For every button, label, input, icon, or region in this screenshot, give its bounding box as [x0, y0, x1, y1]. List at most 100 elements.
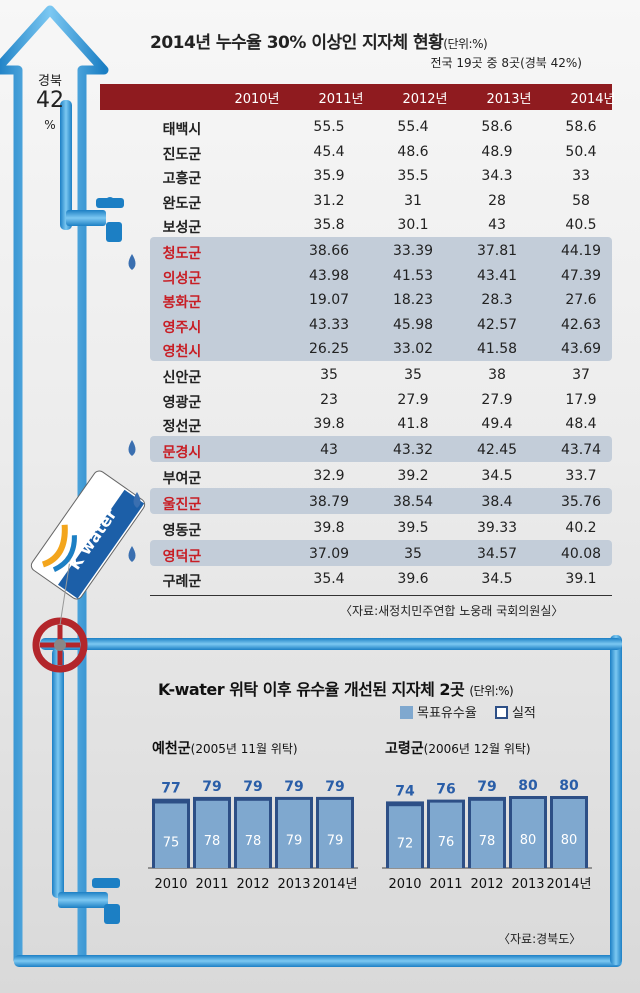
legend-actual-swatch: [494, 706, 508, 719]
x-tick-label: 2013: [511, 877, 544, 892]
cell-value: 35: [404, 546, 422, 562]
cell-value: 55.4: [397, 119, 429, 135]
region-name: 고흥군: [162, 171, 202, 187]
bar-actual-label: 79: [325, 779, 344, 795]
bar-actual-label: 74: [395, 783, 415, 799]
cell-value: 44.19: [560, 243, 602, 259]
faucet-icon: [66, 197, 124, 242]
region-name: 청도군: [162, 246, 202, 262]
region-name: 영천시: [162, 344, 202, 360]
cell-value: 38.66: [308, 243, 350, 259]
gyeongbuk-highlight: [150, 540, 612, 566]
bar-target: [155, 803, 187, 868]
cell-value: 48.4: [565, 416, 597, 432]
cell-value: 41.58: [476, 341, 518, 357]
year-header: 2012년: [402, 92, 448, 107]
bar-target: [512, 799, 544, 868]
bar-target-label: 79: [286, 833, 303, 848]
cell-value: 40.5: [565, 217, 597, 233]
cell-value: 58: [572, 192, 590, 209]
cell-value: 38: [488, 367, 506, 383]
cell-value: 49.4: [481, 416, 513, 432]
cell-value: 18.23: [392, 292, 434, 308]
gyeongbuk-highlight: [150, 436, 612, 462]
x-tick-label: 2011: [195, 877, 228, 892]
bar-target-label: 78: [245, 834, 262, 849]
region-name: 의성군: [162, 270, 202, 287]
legend-target-label: 목표유수율: [417, 706, 477, 721]
cell-value: 34.3: [481, 168, 513, 184]
cell-value: 35.9: [313, 168, 345, 184]
cell-value: 39.6: [397, 570, 429, 587]
region-name: 태백시: [162, 122, 202, 138]
cell-value: 33: [572, 168, 590, 184]
year-header: 2013년: [486, 92, 532, 107]
gyeongbuk-highlight: [150, 488, 612, 514]
faucet-bottom-icon: [58, 878, 120, 924]
cell-value: 39.1: [565, 570, 597, 587]
table-title: 2014년 누수율 30% 이상인 지자체 현황(단위:%): [150, 33, 488, 53]
cell-value: 41.53: [392, 267, 434, 284]
kwater-text: K water: [65, 505, 121, 573]
bar-target-label: 78: [479, 834, 496, 849]
bar-target: [196, 800, 228, 868]
bar-actual-label: 80: [518, 778, 538, 794]
x-tick-label: 2011: [429, 877, 462, 892]
bar-target: [237, 800, 269, 868]
cell-value: 34.5: [481, 468, 513, 484]
table-header: 2010년 2011년 2012년 2013년 2014년: [100, 84, 616, 110]
year-header: 2011년: [318, 92, 364, 107]
drop-icons: [128, 254, 141, 562]
cell-value: 50.4: [565, 143, 597, 160]
cell-value: 39.2: [397, 468, 429, 484]
cell-value: 35: [320, 367, 338, 383]
bar-target-label: 80: [520, 833, 537, 848]
cell-value: 39.33: [476, 520, 518, 536]
cell-value: 27.6: [565, 292, 597, 308]
cell-value: 33.02: [392, 341, 434, 357]
cell-value: 43.32: [392, 442, 434, 458]
bar-actual-label: 80: [559, 778, 579, 794]
region-name: 보성군: [162, 220, 202, 236]
bar-target: [471, 800, 503, 868]
cell-value: 43.41: [476, 267, 518, 284]
group2-title: 고령군(2006년 12월 위탁): [385, 741, 531, 757]
x-tick-label: 2013: [277, 877, 310, 892]
cell-value: 48.9: [481, 143, 513, 160]
bar-target: [319, 799, 351, 868]
bar-actual-label: 79: [243, 779, 262, 795]
cell-value: 37.09: [308, 546, 350, 562]
x-tick-label: 2012: [470, 877, 503, 892]
bar-actual-label: 77: [161, 781, 180, 797]
cell-value: 40.2: [565, 520, 597, 536]
table-source: 〈자료:새정치민주연합 노웅래 국회의원실〉: [340, 604, 564, 618]
cell-value: 55.5: [313, 119, 345, 135]
table-rule: [150, 595, 612, 596]
bar-target-label: 76: [438, 835, 455, 850]
cell-value: 27.9: [481, 391, 513, 408]
cell-value: 34.57: [476, 546, 518, 562]
bar-actual-label: 76: [436, 782, 455, 798]
arrow-unit: %: [44, 118, 56, 132]
cell-value: 32.9: [313, 468, 345, 484]
cell-value: 35.5: [397, 168, 429, 184]
group1-title: 예천군(2005년 11월 위탁): [152, 741, 298, 757]
top-inner-pipe: [60, 100, 72, 230]
region-name: 완도군: [162, 195, 202, 212]
bar-target-label: 78: [204, 834, 221, 849]
region-name: 영광군: [162, 394, 202, 411]
cell-value: 38.4: [481, 494, 513, 510]
cell-value: 45.4: [313, 143, 345, 160]
